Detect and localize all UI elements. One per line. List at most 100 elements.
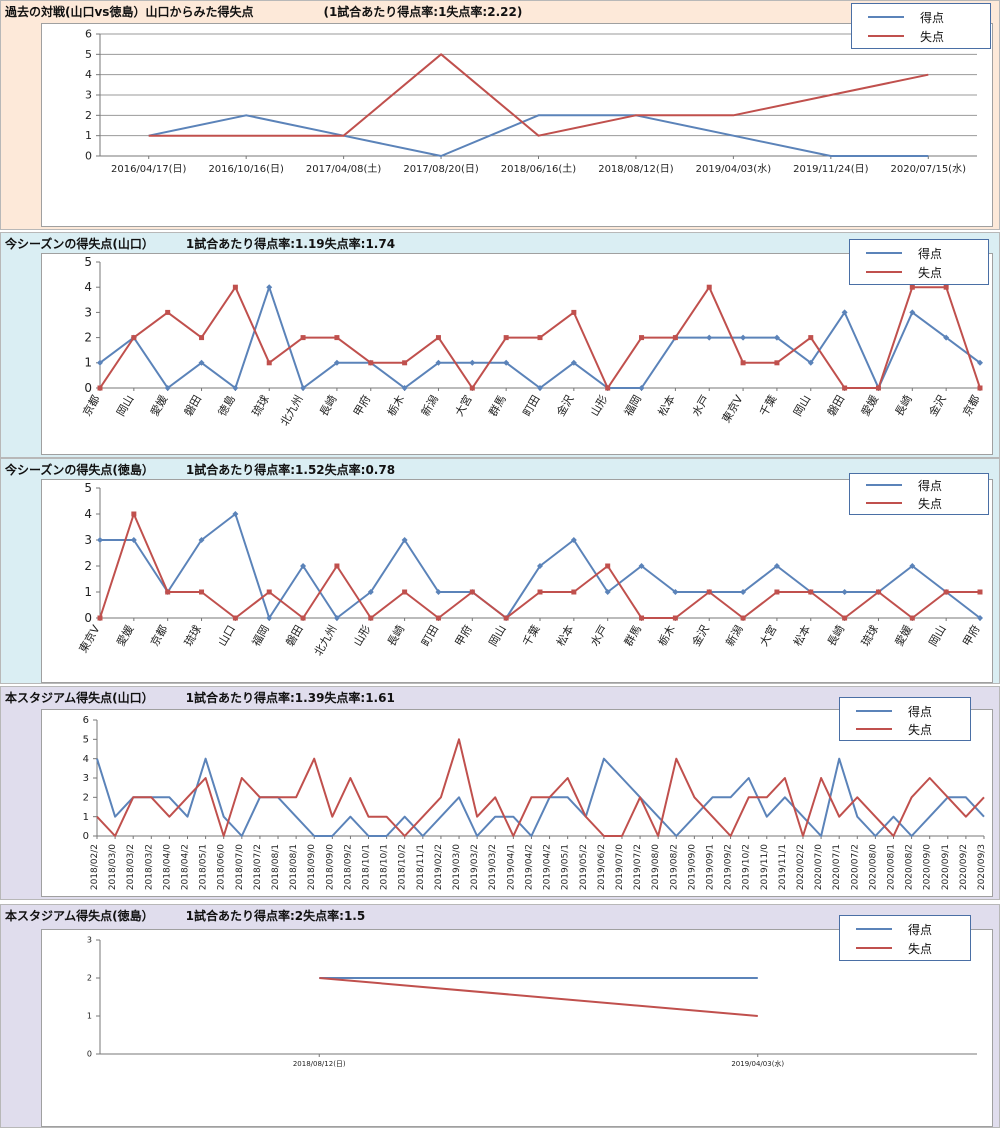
x-tick-label: 2018/10/1	[362, 844, 372, 890]
x-tick-label: 琉球	[858, 623, 881, 649]
data-point-scored	[604, 589, 611, 595]
x-tick-label: 2020/07/2	[850, 844, 860, 890]
chart-legend: 得点 失点	[839, 915, 971, 961]
x-tick-label: 2018/07/2	[253, 844, 263, 890]
data-point-conceded	[672, 615, 678, 621]
x-tick-label: 2018/10/1	[380, 844, 390, 890]
y-tick-label: 4	[83, 754, 89, 765]
y-tick-label: 6	[85, 28, 92, 41]
x-tick-label: 長崎	[892, 393, 915, 419]
data-point-conceded	[131, 335, 137, 341]
x-tick-label: 2018/03/0	[108, 844, 118, 890]
data-point-conceded	[266, 360, 272, 366]
x-tick-label: 磐田	[283, 623, 306, 649]
data-point-conceded	[266, 589, 272, 595]
x-tick-label: 2020/07/1	[832, 844, 842, 890]
x-tick-label: 岡山	[486, 623, 508, 649]
data-point-conceded	[503, 615, 509, 621]
data-point-scored	[333, 359, 340, 366]
data-point-conceded	[977, 385, 983, 391]
x-tick-label: 2019/03/2	[488, 844, 498, 890]
y-tick-label: 1	[84, 356, 92, 370]
y-tick-label: 5	[85, 48, 92, 61]
data-point-scored	[638, 385, 645, 391]
x-tick-label: 徳島	[215, 393, 238, 419]
legend-swatch-scored	[866, 484, 902, 486]
chart-area: 0 1 2 3 4 5 6 2016/04/17(日) 2016/10/16(日) 2017/04…	[41, 23, 993, 227]
legend-item-conceded: 失点	[840, 721, 970, 737]
data-point-conceded	[300, 615, 306, 621]
data-point-scored	[943, 334, 950, 341]
x-tick-label: 京都	[79, 393, 102, 419]
chart-legend: 得点 失点	[849, 239, 989, 285]
x-tick-label: 北九州	[312, 623, 340, 658]
data-point-conceded	[639, 615, 645, 621]
section-title: 本スタジアム得失点(山口） 1試合あたり得点率:1.39失点率:1.61	[5, 689, 395, 706]
data-point-scored	[909, 563, 916, 569]
y-tick-label: 0	[85, 150, 92, 163]
x-tick-label: 2020/09/3	[977, 844, 987, 890]
data-point-conceded	[334, 563, 340, 569]
legend-item-conceded: 失点	[850, 264, 988, 280]
data-point-conceded	[571, 589, 577, 595]
data-point-conceded	[469, 589, 475, 595]
data-point-scored	[638, 563, 645, 569]
x-tick-label: 千葉	[519, 623, 542, 649]
x-tick-label: 2018/04/2	[181, 844, 191, 890]
x-tick-label: 2018/04/0	[162, 844, 172, 890]
x-tick-label: 2019/03/0	[452, 844, 462, 890]
x-tick-label: 2019/08/2	[669, 844, 679, 890]
data-point-conceded	[232, 615, 238, 621]
series-line-scored	[96, 757, 985, 837]
y-tick-label: 3	[83, 773, 89, 784]
x-tick-label: 北九州	[278, 393, 306, 428]
x-tick-label: 長崎	[824, 623, 847, 649]
legend-item-scored: 得点	[850, 245, 988, 261]
data-point-scored	[300, 563, 307, 569]
legend-item-scored: 得点	[850, 477, 988, 493]
legend-label-scored: 得点	[918, 247, 943, 261]
series-line-conceded	[319, 977, 758, 1017]
data-point-scored	[435, 589, 442, 595]
data-point-conceded	[605, 563, 611, 569]
x-tick-label: 2019/06/2	[597, 844, 607, 890]
data-point-scored	[367, 589, 374, 595]
x-tick-label: 2018/06/16(土)	[501, 162, 577, 175]
x-tick-label: 2019/04/1	[506, 844, 516, 890]
x-tick-label: 群馬	[621, 623, 644, 649]
x-tick-label: 山形	[588, 393, 610, 419]
section-stats: 1試合あたり得点率:2失点率:1.5	[185, 909, 366, 923]
section-title-text: 今シーズンの得失点(山口）	[5, 237, 154, 251]
x-tick-label: 2019/08/0	[651, 844, 661, 890]
data-point-conceded	[469, 385, 475, 391]
x-tick-label: 長崎	[384, 623, 407, 649]
section-title: 今シーズンの得失点(徳島） 1試合あたり得点率:1.52失点率:0.78	[5, 461, 395, 478]
data-point-conceded	[537, 335, 543, 341]
x-tick-label: 2018/03/2	[144, 844, 154, 890]
series-line-conceded	[96, 738, 985, 837]
x-tick-label: 大宮	[452, 393, 475, 419]
data-point-scored	[469, 359, 476, 366]
x-tick-label: 2019/07/0	[615, 844, 625, 890]
x-tick-label: 新潟	[418, 393, 441, 419]
data-point-scored	[537, 385, 543, 391]
x-tick-label: 2020/08/1	[886, 844, 896, 890]
data-point-scored	[435, 359, 442, 366]
x-tick-label: 金沢	[926, 393, 949, 419]
section-title: 過去の対戦(山口vs徳島）山口からみた得失点 (1試合あたり得点率:1失点率:2.…	[5, 3, 522, 20]
x-tick-label: 金沢	[553, 393, 576, 419]
x-tick-label: 大宮	[756, 623, 779, 649]
x-tick-label: 京都	[147, 623, 170, 649]
data-point-scored	[773, 334, 780, 341]
data-point-scored	[773, 563, 780, 569]
data-point-conceded	[875, 385, 881, 391]
x-tick-label: 2018/06/0	[217, 844, 227, 890]
x-tick-label: 新潟	[723, 623, 746, 649]
x-tick-label: 愛媛	[858, 393, 881, 419]
x-tick-label: 東京V	[76, 622, 103, 655]
section-title: 本スタジアム得失点(徳島） 1試合あたり得点率:2失点率:1.5	[5, 907, 365, 924]
data-point-conceded	[199, 589, 205, 595]
x-tick-label: 2016/10/16(日)	[208, 164, 284, 175]
legend-swatch-conceded	[868, 35, 904, 37]
data-point-conceded	[503, 335, 509, 341]
